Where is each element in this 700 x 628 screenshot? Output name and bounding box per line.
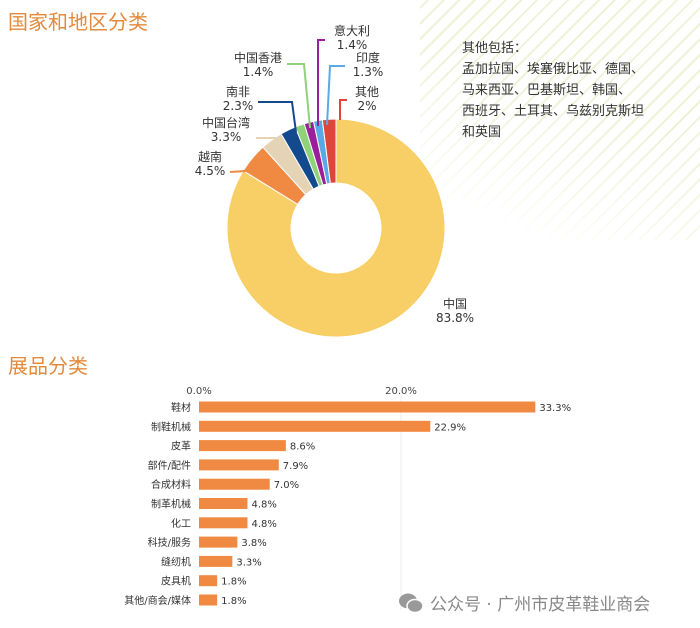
bar-value-label: 1.8% <box>221 596 246 607</box>
category-label: 化工 <box>171 517 191 530</box>
slice-label: 中国台湾 <box>202 115 250 130</box>
donut-title: 国家和地区分类 <box>8 10 148 34</box>
bar <box>199 536 238 548</box>
bar-value-label: 7.0% <box>274 480 299 491</box>
x-tick-label: 0.0% <box>186 386 211 397</box>
leader-line <box>339 99 347 120</box>
leader-line <box>256 137 283 146</box>
slice-label: 越南 <box>198 149 222 164</box>
slice-label: 南非 <box>226 84 250 99</box>
x-tick-label: 20.0% <box>385 386 417 397</box>
bar-chart: 0.0% 20.0% 鞋材 33.3% 制鞋机械 22.9% 皮革 8.6% 部件/配件 7.9%… <box>124 386 571 610</box>
donut-chart: 中国83.8%越南4.5%中国台湾3.3%南非2.3%中国香港1.4%意大利1.… <box>195 23 474 338</box>
slice-value: 1.3% <box>353 65 384 79</box>
bar-value-label: 22.9% <box>434 422 466 433</box>
slice-value: 83.8% <box>436 311 474 325</box>
bar-value-label: 3.3% <box>236 557 261 568</box>
category-label: 合成材料 <box>151 478 191 491</box>
category-label: 缝纫机 <box>161 555 191 568</box>
bar <box>199 478 270 490</box>
slice-value: 2.3% <box>223 99 254 113</box>
wechat-icon <box>399 593 424 613</box>
slice-label: 中国 <box>443 296 467 311</box>
bar <box>199 575 218 587</box>
bar <box>199 440 286 452</box>
others-note: 其他包括： 孟加拉国、埃塞俄比亚、德国、 马来西亚、巴基斯坦、韩国、 西班牙、土… <box>462 38 692 143</box>
bar-value-label: 4.8% <box>251 519 276 530</box>
category-label: 制鞋机械 <box>151 420 191 433</box>
bar-value-label: 33.3% <box>539 403 571 414</box>
bar-value-label: 4.8% <box>251 500 276 511</box>
slice-label: 其他 <box>355 85 379 99</box>
category-label: 部件/配件 <box>148 459 191 472</box>
slice-value: 1.4% <box>243 65 274 79</box>
striped-background <box>420 0 700 240</box>
bar-value-label: 7.9% <box>283 461 308 472</box>
leader-line <box>326 65 345 126</box>
watermark: 公众号 · 广州市皮革鞋业商会 <box>398 590 650 615</box>
note-line: 西班牙、土耳其、乌兹别克斯坦 <box>462 104 645 119</box>
category-label: 皮具机 <box>161 575 191 588</box>
bar <box>199 517 248 529</box>
bar-value-label: 8.6% <box>290 442 315 453</box>
category-label: 科技/服务 <box>148 536 191 549</box>
leader-line <box>317 39 325 126</box>
slice-value: 4.5% <box>195 164 226 178</box>
category-label: 其他/商会/媒体 <box>124 594 191 607</box>
note-line: 马来西亚、巴基斯坦、韩国、 <box>462 83 632 98</box>
category-label: 制革机械 <box>151 498 191 511</box>
slice-value: 3.3% <box>211 130 242 144</box>
bar <box>199 459 279 471</box>
bar <box>199 498 248 509</box>
category-label: 皮革 <box>171 440 191 453</box>
bar-title: 展品分类 <box>8 354 88 378</box>
donut-slice <box>226 118 446 338</box>
watermark-text: 公众号 · 广州市皮革鞋业商会 <box>430 595 651 615</box>
bar <box>199 420 431 432</box>
category-label: 鞋材 <box>171 401 191 414</box>
leader-line <box>287 63 311 129</box>
slice-label: 中国香港 <box>234 50 282 65</box>
slice-value: 2% <box>357 99 376 113</box>
slice-label: 印度 <box>356 50 380 65</box>
note-title: 其他包括： <box>462 41 528 56</box>
leader-line <box>229 169 263 173</box>
slice-value: 1.4% <box>337 38 368 52</box>
bar-value-label: 1.8% <box>221 577 246 588</box>
slice-label: 意大利 <box>334 23 370 38</box>
bar <box>199 555 233 567</box>
leader-line <box>258 101 297 133</box>
note-line: 孟加拉国、埃塞俄比亚、德国、 <box>462 62 645 77</box>
note-line: 和英国 <box>462 125 502 140</box>
bar <box>199 401 536 413</box>
bar-value-label: 3.8% <box>241 538 266 549</box>
bar <box>199 594 218 606</box>
